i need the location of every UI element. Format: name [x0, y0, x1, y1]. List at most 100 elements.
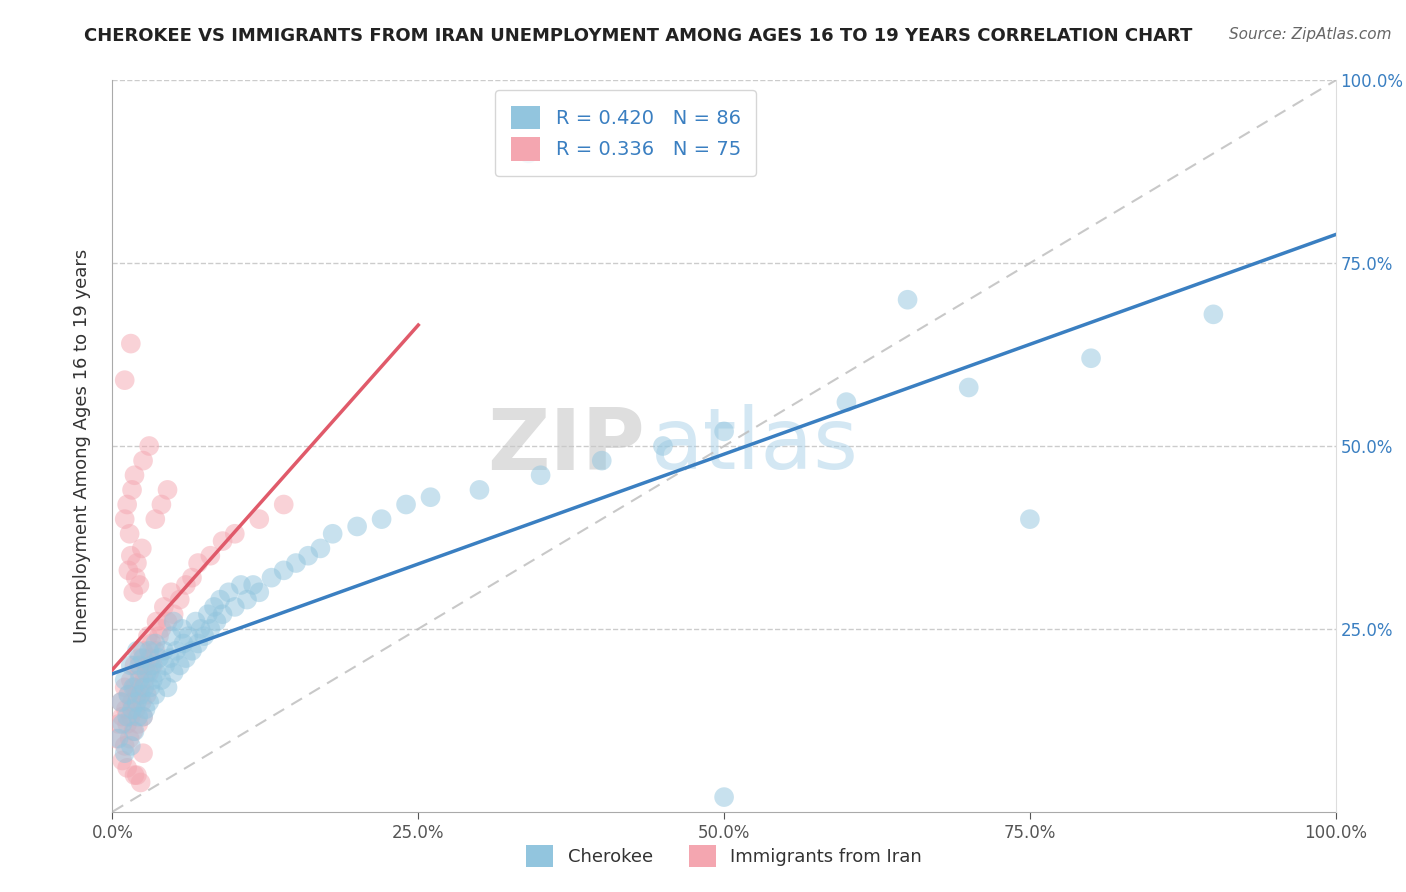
Point — [114, 373, 136, 387]
Point — [897, 293, 920, 307]
Point — [125, 644, 148, 658]
Point — [114, 673, 136, 687]
Point — [124, 724, 146, 739]
Point — [121, 483, 143, 497]
Point — [118, 526, 141, 541]
Point — [160, 629, 183, 643]
Point — [209, 592, 232, 607]
Point — [141, 658, 163, 673]
Text: ZIP: ZIP — [486, 404, 644, 488]
Point — [218, 585, 240, 599]
Text: Source: ZipAtlas.com: Source: ZipAtlas.com — [1229, 27, 1392, 42]
Point — [115, 761, 138, 775]
Point — [121, 695, 143, 709]
Point — [114, 512, 136, 526]
Point — [247, 585, 270, 599]
Point — [136, 629, 159, 643]
Point — [273, 563, 295, 577]
Point — [129, 688, 152, 702]
Point — [111, 717, 134, 731]
Point — [115, 717, 138, 731]
Point — [125, 768, 148, 782]
Point — [153, 658, 176, 673]
Point — [125, 571, 148, 585]
Point — [172, 622, 194, 636]
Point — [143, 636, 166, 650]
Point — [138, 665, 160, 680]
Point — [111, 754, 134, 768]
Point — [181, 644, 204, 658]
Point — [165, 644, 187, 658]
Point — [172, 636, 194, 650]
Point — [713, 790, 735, 805]
Point — [260, 571, 283, 585]
Point — [114, 746, 136, 760]
Point — [174, 578, 197, 592]
Point — [200, 622, 222, 636]
Point — [135, 665, 157, 680]
Point — [153, 599, 176, 614]
Point — [148, 651, 170, 665]
Point — [117, 688, 139, 702]
Point — [148, 629, 170, 643]
Point — [1018, 512, 1040, 526]
Point — [132, 651, 155, 665]
Point — [134, 673, 156, 687]
Point — [224, 526, 246, 541]
Point — [141, 636, 163, 650]
Point — [135, 688, 157, 702]
Point — [139, 681, 162, 695]
Point — [128, 651, 150, 665]
Point — [156, 483, 179, 497]
Point — [115, 709, 138, 723]
Point — [107, 717, 129, 731]
Point — [110, 695, 132, 709]
Point — [125, 695, 148, 709]
Point — [242, 578, 264, 592]
Point — [124, 468, 146, 483]
Point — [652, 439, 675, 453]
Legend: Cherokee, Immigrants from Iran: Cherokee, Immigrants from Iran — [517, 836, 931, 876]
Point — [138, 439, 160, 453]
Point — [395, 498, 418, 512]
Point — [187, 636, 209, 650]
Point — [122, 681, 145, 695]
Point — [138, 695, 160, 709]
Point — [139, 651, 162, 665]
Point — [169, 592, 191, 607]
Point — [120, 658, 142, 673]
Point — [163, 665, 186, 680]
Point — [142, 673, 165, 687]
Point — [117, 563, 139, 577]
Point — [211, 534, 233, 549]
Point — [115, 498, 138, 512]
Point — [156, 681, 179, 695]
Point — [131, 541, 153, 556]
Point — [134, 681, 156, 695]
Point — [174, 651, 197, 665]
Point — [370, 512, 392, 526]
Point — [129, 775, 152, 789]
Point — [150, 673, 173, 687]
Point — [122, 724, 145, 739]
Point — [284, 556, 308, 570]
Point — [229, 578, 252, 592]
Point — [127, 717, 149, 731]
Text: atlas: atlas — [651, 404, 859, 488]
Point — [247, 512, 270, 526]
Y-axis label: Unemployment Among Ages 16 to 19 years: Unemployment Among Ages 16 to 19 years — [73, 249, 91, 643]
Point — [120, 739, 142, 753]
Point — [419, 490, 441, 504]
Point — [105, 731, 128, 746]
Point — [517, 146, 540, 161]
Point — [120, 709, 142, 723]
Point — [124, 681, 146, 695]
Point — [121, 702, 143, 716]
Point — [128, 665, 150, 680]
Point — [346, 519, 368, 533]
Point — [120, 336, 142, 351]
Point — [114, 681, 136, 695]
Point — [529, 468, 551, 483]
Point — [120, 549, 142, 563]
Point — [120, 673, 142, 687]
